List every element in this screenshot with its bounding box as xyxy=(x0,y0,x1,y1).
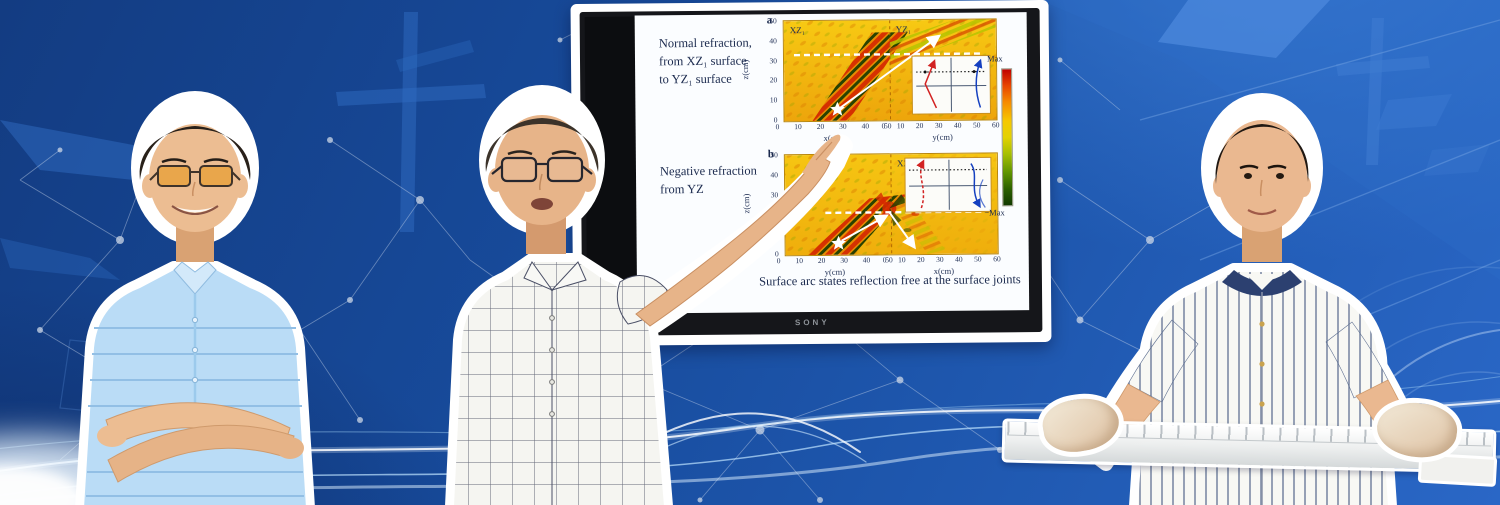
source-star xyxy=(831,235,847,250)
corner-glow-core xyxy=(0,466,86,505)
panel-b-inset xyxy=(904,156,992,213)
tick-label: 20 xyxy=(915,121,924,131)
tick-label: 40 xyxy=(955,254,963,264)
panel-a-x-right-axis-label: y(cm) xyxy=(932,131,953,142)
panel-a-heatmap: XZ₁ YZ₁ xyxy=(782,18,998,123)
tick-label: 50 xyxy=(972,120,981,130)
tick-label: 60 xyxy=(993,254,1001,264)
tick-label: 30 xyxy=(769,55,778,65)
source-star xyxy=(829,101,845,116)
tick-label: 40 xyxy=(953,120,962,130)
panel-b-x-right-ticks: 0 10 20 30 40 50 60 xyxy=(883,254,1001,264)
person-middle xyxy=(445,85,853,505)
tick-label: 40 xyxy=(769,36,777,46)
pointing-arm xyxy=(635,153,831,327)
tick-label: 50 xyxy=(769,16,777,26)
panel-a-left-region-label: XZ₁ xyxy=(790,25,805,35)
crossed-arm xyxy=(107,424,295,483)
tick-label: 30 xyxy=(936,254,944,264)
interface-spot xyxy=(875,192,920,233)
panel-a-right-region-label: YZ₁ xyxy=(896,24,911,34)
glasses xyxy=(491,156,593,183)
person-left-figure xyxy=(84,124,306,505)
tinted-glasses xyxy=(149,165,241,187)
sleeve xyxy=(1127,319,1199,403)
person-middle-figure xyxy=(454,115,841,505)
tick-label: 30 xyxy=(934,120,943,130)
colorbar-max-label: Max xyxy=(986,53,1003,64)
tick-label: 20 xyxy=(917,255,925,265)
plaid-shirt xyxy=(454,262,664,505)
tick-label: 50 xyxy=(974,254,982,264)
colorbar-min-label: −Max xyxy=(984,207,1005,218)
person-left xyxy=(75,91,315,505)
tech-shapes-right xyxy=(1040,0,1500,361)
tick-label: 60 xyxy=(991,120,1000,130)
panel-a-inset xyxy=(911,54,991,115)
